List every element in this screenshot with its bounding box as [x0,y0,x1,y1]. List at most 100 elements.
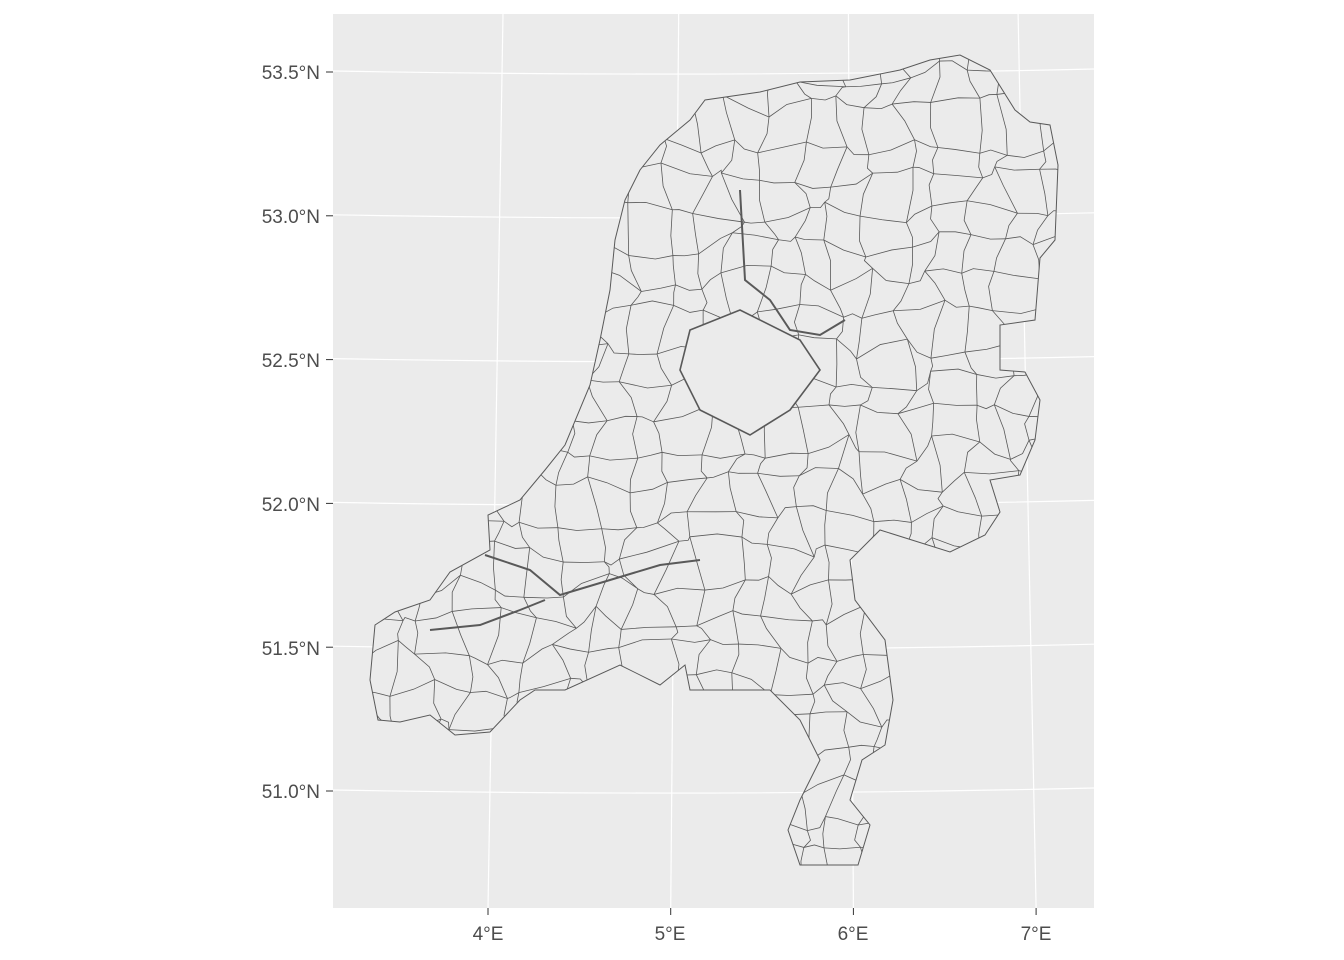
municipality-border [824,187,832,203]
municipality-border [994,404,1030,417]
municipality-border [728,471,758,474]
municipality-border [861,310,894,319]
municipality-border [859,172,874,217]
municipality-border [794,236,806,275]
municipality-border [627,201,673,211]
municipality-border [764,207,811,223]
municipality-border [572,420,608,424]
municipality-border [1106,313,1115,356]
municipality-border [576,605,597,629]
municipality-border [1100,779,1115,816]
municipality-border [976,404,995,410]
municipality-border [619,381,672,389]
municipality-border [828,404,850,435]
municipality-border [964,351,978,375]
municipality-border [522,617,537,664]
municipality-border [637,451,663,459]
municipality-border [893,299,946,312]
municipality-border [807,657,838,664]
municipality-border [961,268,994,274]
municipality-border [825,468,839,511]
municipality-border [451,575,461,612]
municipality-border [798,453,809,477]
municipality-border [1097,248,1111,274]
municipality-border [928,173,935,207]
municipality-border [587,455,591,477]
municipality-border [767,543,815,558]
municipality-border [865,246,913,258]
municipality-border [607,343,629,355]
municipality-border [1095,816,1100,863]
municipality-border [823,847,829,865]
municipality-border [560,562,564,598]
municipality-border [907,338,932,359]
municipality-border [414,620,419,655]
municipality-border [979,94,997,99]
y-axis: 53.5°N 53.0°N 52.5°N 52.0°N 51.5°N 51.0°… [262,63,333,803]
municipality-border [448,692,471,730]
municipality-border [1024,416,1030,441]
municipality-border [861,268,873,319]
municipality-border [906,339,918,391]
municipality-border [931,435,943,493]
municipality-border [629,492,638,528]
municipality-border [414,653,436,680]
municipality-border [494,521,505,542]
municipality-border [554,485,559,528]
municipality-border [555,476,588,486]
municipality-border [567,451,590,458]
municipality-border [812,684,825,695]
municipality-border [700,139,735,154]
municipality-border [798,334,837,340]
municipality-border [794,182,831,189]
municipality-border [809,711,848,715]
municipality-border [799,467,839,477]
municipality-border [872,268,909,285]
municipality-border [823,239,831,291]
municipality-border [756,266,772,313]
municipality-border [924,270,946,301]
municipality-border [671,638,711,643]
municipality-border [523,596,564,599]
municipality-border [966,177,984,201]
municipality-border [588,606,597,653]
municipality-border [912,166,934,175]
municipality-border [628,255,673,260]
municipality-border [778,236,796,242]
municipality-border [970,234,1006,240]
municipality-border [906,167,914,223]
municipality-border [586,379,620,383]
municipality-border [982,166,996,179]
y-tick-label: 53.5°N [262,63,320,84]
municipality-border [440,718,450,730]
municipality-border [672,255,676,285]
municipality-border [660,162,713,177]
municipality-border [858,451,863,495]
municipality-border [701,453,746,459]
municipality-border [700,454,708,479]
municipality-border [963,441,981,473]
municipality-border [660,162,673,210]
municipality-border [916,371,932,392]
municipality-border [1099,659,1116,687]
municipality-border [402,617,416,622]
municipality-border [932,147,939,174]
municipality-border [636,522,658,529]
municipality-border [1110,486,1115,517]
municipality-border [518,663,524,693]
municipality-border [452,607,502,612]
municipality-border [1097,274,1107,313]
municipality-border [825,774,845,817]
municipality-border [805,663,814,695]
municipality-border [1005,236,1034,245]
municipality-border [942,472,965,493]
municipality-border [676,625,697,628]
municipality-border [389,640,399,697]
municipality-border [930,351,966,359]
municipality-border [664,138,702,154]
municipality-border [873,727,883,747]
municipality-border [657,522,680,542]
municipality-border [859,451,918,462]
municipality-border [460,574,496,591]
municipality-border [523,597,537,619]
